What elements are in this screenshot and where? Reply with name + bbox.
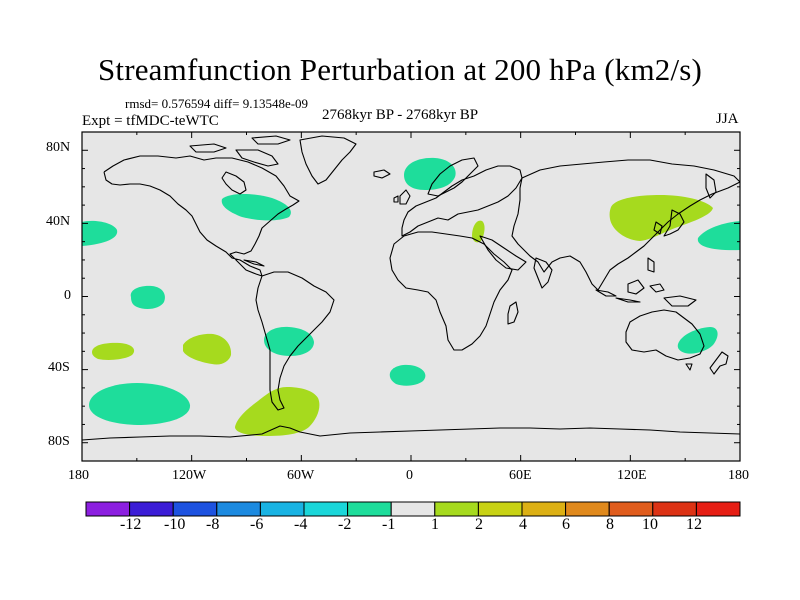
coast-greenland — [299, 135, 357, 185]
lat-label-80n: 80N — [46, 140, 71, 155]
colorbar-swatch — [565, 501, 610, 517]
lon-label-180w: 180 — [68, 468, 89, 483]
coast-australia — [625, 309, 705, 361]
coast-asia — [511, 159, 740, 291]
anomaly-scandinavia — [404, 157, 456, 190]
plot-title: Streamfunction Perturbation at 200 hPa (… — [97, 52, 703, 87]
colorbar-swatch — [259, 501, 305, 517]
colorbar-swatch — [695, 501, 741, 517]
coast-iceland — [373, 169, 391, 179]
anomaly-tropical-pacific — [130, 285, 165, 310]
anomaly-japan-korea — [609, 195, 713, 241]
coast-north-america — [103, 155, 300, 277]
colorbar-swatch — [216, 501, 261, 517]
colorbar-label-4: 4 — [519, 516, 527, 533]
colorbar-label-1: 1 — [431, 516, 439, 533]
anomaly-australia-tasman — [677, 327, 718, 354]
lat-label-40n: 40N — [46, 214, 71, 229]
anomaly-n-pacific-east-edge — [697, 221, 740, 251]
coast-arabia — [479, 235, 527, 271]
colorbar-label-10: 10 — [642, 516, 658, 533]
coast-indonesia — [595, 279, 697, 307]
colorbar-label-2: 2 — [475, 516, 483, 533]
coast-korea — [653, 221, 663, 235]
coast-kamchatka — [705, 173, 717, 199]
coast-new-zealand — [709, 351, 729, 375]
anomaly-layer — [82, 157, 740, 436]
lon-label-0: 0 — [406, 468, 413, 483]
coast-philippines — [647, 257, 655, 273]
colorbar-swatch — [303, 501, 349, 517]
colorbar-swatch — [521, 501, 567, 517]
coast-hudson-bay — [221, 171, 247, 195]
anomaly-patagonia — [235, 387, 320, 436]
coastlines — [82, 135, 740, 441]
coast-arctic-islands — [189, 135, 291, 153]
coast-cuba — [243, 259, 265, 267]
lon-label-120e: 120E — [617, 468, 647, 483]
period-label: 2768kyr BP - 2768kyr BP — [322, 107, 479, 123]
lon-label-120w: 120W — [172, 468, 207, 483]
coast-antarctica — [82, 425, 740, 441]
coast-africa — [389, 231, 513, 351]
coast-madagascar — [507, 301, 519, 325]
lat-label-40s: 40S — [48, 360, 70, 375]
colorbar-swatch — [477, 501, 523, 517]
colorbar-label-m12: -12 — [120, 516, 142, 533]
coast-india — [533, 257, 553, 289]
colorbar — [85, 501, 741, 517]
coast-south-america — [255, 271, 335, 411]
colorbar-label-m2: -2 — [338, 516, 352, 533]
colorbar-swatch — [172, 501, 218, 517]
coast-uk — [393, 189, 411, 205]
colorbar-swatch — [347, 501, 392, 517]
anomaly-s-atlantic — [389, 364, 426, 386]
anomaly-s-pacific-large — [89, 383, 191, 425]
lon-label-60w: 60W — [287, 468, 315, 483]
colorbar-swatch — [608, 501, 654, 517]
coast-baffin — [235, 149, 279, 167]
experiment-label: Expt = tfMDC-teWTC — [82, 113, 219, 129]
lat-label-0: 0 — [64, 288, 71, 303]
colorbar-swatch — [652, 501, 697, 517]
coast-japan — [663, 209, 685, 237]
anomaly-ne-pacific-west-edge — [82, 220, 118, 246]
coast-europe — [401, 165, 523, 237]
lon-label-60e: 60E — [509, 468, 532, 483]
colorbar-label-12: 12 — [686, 516, 702, 533]
lon-label-180e: 180 — [728, 468, 749, 483]
colorbar-label-m8: -8 — [206, 516, 220, 533]
anomaly-se-pacific — [183, 333, 232, 365]
anomaly-n-atlantic-canada — [221, 194, 291, 221]
colorbar-label-m10: -10 — [164, 516, 186, 533]
colorbar-swatch — [85, 501, 131, 517]
colorbar-swatch — [129, 501, 174, 517]
anomaly-s-pacific-small — [92, 342, 135, 360]
coast-tasmania — [685, 363, 693, 371]
colorbar-swatch — [390, 501, 436, 517]
lat-label-80s: 80S — [48, 434, 70, 449]
anomaly-chile-coast — [264, 326, 314, 356]
colorbar-label-m1: -1 — [382, 516, 396, 533]
colorbar-label-m4: -4 — [294, 516, 308, 533]
colorbar-label-6: 6 — [562, 516, 570, 533]
stats-line: rmsd= 0.576594 diff= 9.13548e-09 — [125, 96, 309, 111]
coast-scandinavia — [427, 157, 479, 197]
axis-ticks — [81, 131, 741, 462]
colorbar-swatch — [434, 501, 479, 517]
colorbar-label-m6: -6 — [250, 516, 264, 533]
colorbar-label-8: 8 — [606, 516, 614, 533]
season-label: JJA — [716, 111, 739, 127]
